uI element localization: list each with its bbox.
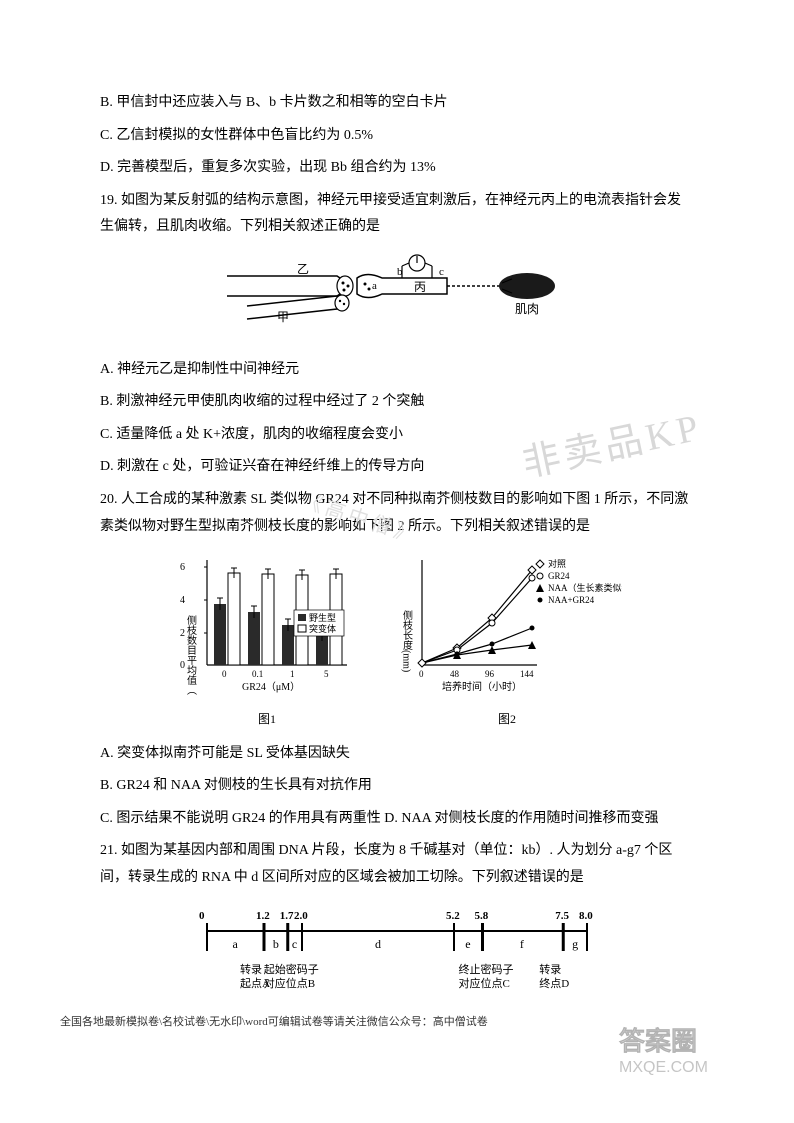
svg-text:MXQE.COM: MXQE.COM (619, 1059, 708, 1076)
option-b: B. 甲信封中还应装入与 B、b 卡片数之和相等的空白卡片 (100, 90, 694, 117)
q21-figure: 01.21.72.05.25.87.58.0abcdefg转录起点A起始密码子对… (100, 901, 694, 1022)
svg-text:0: 0 (222, 669, 227, 679)
svg-text:GR24: GR24 (548, 571, 570, 581)
svg-text:4: 4 (180, 595, 185, 606)
q19-option-d: D. 刺激在 c 处，可验证兴奋在神经纤维上的传导方向 (100, 454, 694, 481)
svg-text:e: e (465, 937, 470, 951)
svg-text:5: 5 (324, 669, 329, 679)
svg-text:c: c (292, 937, 297, 951)
svg-text:乙: 乙 (297, 262, 309, 276)
svg-text:8.0: 8.0 (579, 910, 593, 922)
svg-text:GR24（μM）: GR24（μM） (242, 681, 300, 693)
svg-text:96: 96 (485, 669, 495, 679)
q21-stem: 21. 如图为某基因内部和周围 DNA 片段，长度为 8 千碱基对（单位：kb）… (100, 838, 694, 891)
svg-text:终点D: 终点D (539, 976, 569, 990)
option-d: D. 完善模型后，重复多次实验，出现 Bb 组合约为 13% (100, 155, 694, 182)
chart2-svg: 0 48 96 144 培养时间（小时） 侧枝长度(mm) 对照 GR24 NA… (392, 550, 622, 695)
svg-text:0: 0 (199, 910, 205, 922)
svg-text:0: 0 (419, 669, 424, 679)
svg-text:1: 1 (290, 669, 295, 679)
svg-text:1.7: 1.7 (280, 910, 294, 922)
q20-stem: 20. 人工合成的某种激素 SL 类似物 GR24 对不同种拟南芥侧枝数目的影响… (100, 487, 694, 540)
svg-text:答案圈: 答案圈 (619, 1026, 697, 1056)
svg-text:野生型: 野生型 (309, 612, 336, 623)
q20-charts: 6 4 2 0 侧枝数目平均值（条） (100, 550, 694, 730)
svg-text:2.0: 2.0 (294, 910, 308, 922)
svg-text:0.1: 0.1 (252, 669, 263, 679)
svg-text:NAA+GR24: NAA+GR24 (548, 595, 595, 605)
svg-text:6: 6 (180, 562, 185, 573)
svg-text:转录: 转录 (539, 962, 561, 976)
svg-text:甲: 甲 (277, 310, 289, 324)
q19-option-c: C. 适量降低 a 处 K+浓度，肌肉的收缩程度会变小 (100, 422, 694, 449)
chart1-caption: 图1 (172, 708, 362, 731)
svg-text:g: g (572, 937, 578, 951)
svg-text:7.5: 7.5 (555, 910, 569, 922)
chart1-svg: 6 4 2 0 侧枝数目平均值（条） (172, 550, 362, 695)
svg-text:b: b (397, 266, 403, 278)
svg-text:对应位点C: 对应位点C (459, 976, 510, 990)
svg-text:c: c (439, 266, 444, 278)
q20-option-cd: C. 图示结果不能说明 GR24 的作用具有两重性 D. NAA 对侧枝长度的作… (100, 806, 694, 833)
q20-option-a: A. 突变体拟南芥可能是 SL 受体基因缺失 (100, 741, 694, 768)
svg-text:侧枝数目平均值（条）: 侧枝数目平均值（条） (185, 614, 197, 695)
svg-text:b: b (273, 937, 279, 951)
chart2-container: 0 48 96 144 培养时间（小时） 侧枝长度(mm) 对照 GR24 NA… (392, 550, 622, 730)
q19-stem: 19. 如图为某反射弧的结构示意图，神经元甲接受适宜刺激后，在神经元丙上的电流表… (100, 188, 694, 241)
svg-text:肌肉: 肌肉 (515, 302, 539, 316)
svg-text:d: d (375, 937, 381, 951)
svg-text:培养时间（小时）: 培养时间（小时） (442, 680, 522, 693)
svg-text:对照: 对照 (548, 558, 566, 569)
option-c: C. 乙信封模拟的女性群体中色盲比约为 0.5% (100, 123, 694, 150)
svg-text:48: 48 (450, 669, 460, 679)
svg-text:a: a (233, 937, 239, 951)
logo-watermark: 答案圈 MXQE.COM (614, 1022, 744, 1093)
svg-text:终止密码子: 终止密码子 (459, 962, 514, 976)
chart1-container: 6 4 2 0 侧枝数目平均值（条） (172, 550, 362, 730)
svg-text:1.2: 1.2 (256, 910, 270, 922)
svg-text:丙: 丙 (414, 280, 426, 294)
svg-text:转录: 转录 (240, 962, 262, 976)
svg-text:a: a (372, 280, 377, 292)
svg-text:侧枝长度(mm): 侧枝长度(mm) (401, 609, 413, 672)
svg-text:起始密码子: 起始密码子 (264, 962, 319, 976)
q19-option-b: B. 刺激神经元甲使肌肉收缩的过程中经过了 2 个突触 (100, 389, 694, 416)
q19-option-a: A. 神经元乙是抑制性中间神经元 (100, 357, 694, 384)
chart2-caption: 图2 (392, 708, 622, 731)
svg-text:144: 144 (520, 669, 534, 679)
svg-text:对应位点B: 对应位点B (264, 976, 315, 990)
svg-text:NAA（生长素类似物）: NAA（生长素类似物） (548, 582, 622, 593)
svg-text:5.8: 5.8 (475, 910, 489, 922)
svg-text:5.2: 5.2 (446, 910, 460, 922)
q19-figure: 乙 甲 a b 丙 c 肌肉 (100, 251, 694, 347)
footer-text: 全国各地最新模拟卷\名校试卷\无水印\word可编辑试卷等请关注微信公众号：高中… (60, 1012, 488, 1033)
svg-text:突变体: 突变体 (309, 623, 336, 634)
svg-text:f: f (520, 937, 524, 951)
q20-option-b: B. GR24 和 NAA 对侧枝的生长具有对抗作用 (100, 773, 694, 800)
